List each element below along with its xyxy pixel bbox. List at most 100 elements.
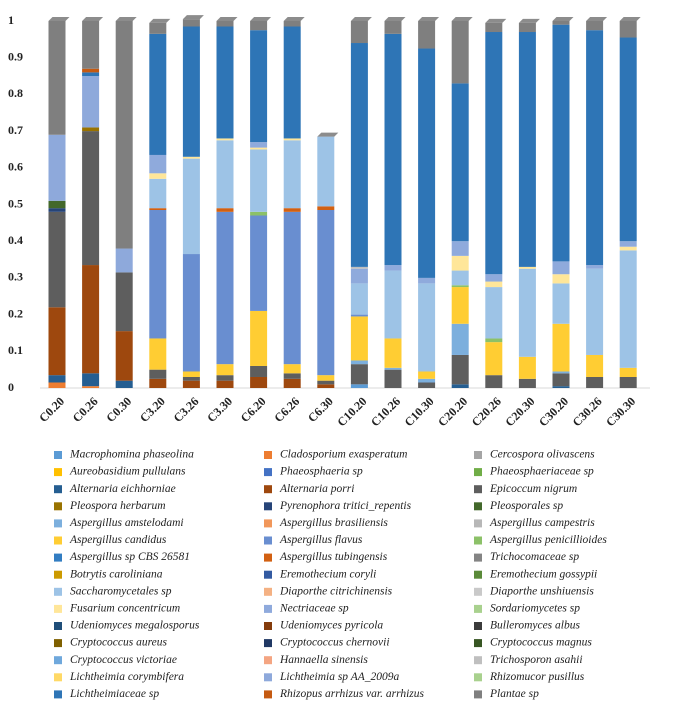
y-tick-label: 0.8 <box>8 86 23 100</box>
bar-segment <box>451 287 469 324</box>
legend-swatch <box>54 673 62 682</box>
legend-label: Aspergillus campestris <box>489 517 595 529</box>
bar-segment <box>518 32 536 267</box>
bar-segment <box>149 338 167 370</box>
bar-segment <box>586 21 604 31</box>
bar-segment <box>350 268 368 284</box>
legend-label: Lichtheimiaceae sp <box>69 688 159 700</box>
legend-label: Aspergillus brasiliensis <box>279 517 388 529</box>
bar-segment <box>82 373 100 387</box>
bar-segment <box>350 43 368 267</box>
bar-segment <box>216 138 234 141</box>
legend-label: Pleospora herbarum <box>69 500 166 512</box>
legend-label: Fusarium concentricum <box>69 603 180 615</box>
y-tick-label: 0.7 <box>8 123 23 137</box>
y-tick-label: 0.3 <box>8 270 23 284</box>
legend-swatch <box>54 622 62 630</box>
bar-segment <box>216 380 234 388</box>
bar-segment <box>384 21 402 34</box>
bar-cap <box>518 18 540 23</box>
bar-segment <box>149 173 167 179</box>
bar-cap <box>115 17 137 21</box>
bar-segment <box>250 376 268 388</box>
bar-segment <box>384 367 402 370</box>
bar-segment <box>115 248 133 273</box>
bar-segment <box>350 314 368 317</box>
bar-segment <box>619 376 637 388</box>
bar-segment <box>250 211 268 216</box>
bar-segment <box>149 369 167 379</box>
legend-swatch <box>54 451 62 459</box>
legend-label: Phaeosphaeriaceae sp <box>489 466 594 478</box>
legend-swatch <box>54 502 62 511</box>
bar-segment <box>418 283 436 372</box>
legend-label: Sordariomycetes sp <box>490 603 580 615</box>
bar-segment <box>384 33 402 266</box>
bar-segment <box>418 48 436 278</box>
legend-swatch <box>474 570 482 579</box>
bar-segment <box>552 24 570 262</box>
y-tick-label: 0.2 <box>8 306 23 320</box>
bar-segment <box>48 382 66 388</box>
bar-segment <box>149 378 167 388</box>
bar-segment <box>182 380 200 388</box>
bar-cap <box>552 17 574 21</box>
bar-segment <box>619 367 637 377</box>
legend-label: Aspergillus amstelodami <box>69 517 184 529</box>
bar-segment <box>283 26 301 139</box>
bar-segment <box>149 154 167 174</box>
bar-segment <box>619 37 637 242</box>
y-tick-label: 0.4 <box>8 233 23 247</box>
bar-segment <box>518 22 536 33</box>
legend-label: Macrophomina phaseolina <box>69 449 194 461</box>
bar-cap <box>451 17 473 21</box>
bar-segment <box>216 21 234 27</box>
bar-segment <box>350 364 368 385</box>
bar-segment <box>384 338 402 368</box>
bar-segment <box>350 316 368 361</box>
y-tick-label: 0.5 <box>8 196 23 210</box>
bar-segment <box>552 261 570 275</box>
legend-label: Pleosporales sp <box>489 500 563 512</box>
bar-segment <box>317 206 335 211</box>
bar-segment <box>317 136 335 207</box>
legend-label: Aspergillus tubingensis <box>279 551 388 563</box>
legend-swatch <box>54 604 62 613</box>
bar-segment <box>48 375 66 383</box>
legend-swatch <box>474 553 482 562</box>
legend-swatch <box>264 468 272 477</box>
bar-cap <box>182 15 204 20</box>
legend-label: Aspergillus flavus <box>279 534 363 546</box>
legend-swatch <box>474 519 482 528</box>
legend-label: Alternaria eichhorniae <box>69 483 176 495</box>
bar-segment <box>518 378 536 388</box>
bar-cap <box>418 17 440 21</box>
bar-segment <box>283 373 301 379</box>
bar-segment <box>250 147 268 150</box>
bar-segment <box>48 134 66 201</box>
bar-segment <box>485 274 503 282</box>
bar-segment <box>485 32 503 275</box>
legend-label: Alternaria porri <box>279 483 354 495</box>
bar-segment <box>283 138 301 141</box>
bar-segment <box>451 323 469 355</box>
bar-segment <box>182 254 200 372</box>
legend-swatch <box>264 451 272 459</box>
legend-swatch <box>264 485 272 494</box>
bar-segment <box>350 283 368 315</box>
bar-segment <box>451 354 469 385</box>
legend-label: Aureobasidium pullulans <box>69 466 186 478</box>
legend-swatch <box>54 587 62 596</box>
bar-segment <box>384 270 402 339</box>
bar-segment <box>82 76 100 128</box>
bar-segment <box>552 283 570 324</box>
legend-swatch <box>54 468 62 477</box>
legend-label: Phaeosphaeria sp <box>279 466 363 478</box>
legend-label: Pyrenophora tritici_repentis <box>279 500 412 512</box>
legend-label: Diaporthe citrichinensis <box>279 585 393 597</box>
legend-swatch <box>474 656 482 665</box>
bar-segment <box>216 364 234 376</box>
bar-segment <box>485 287 503 339</box>
bar-segment <box>149 178 167 209</box>
